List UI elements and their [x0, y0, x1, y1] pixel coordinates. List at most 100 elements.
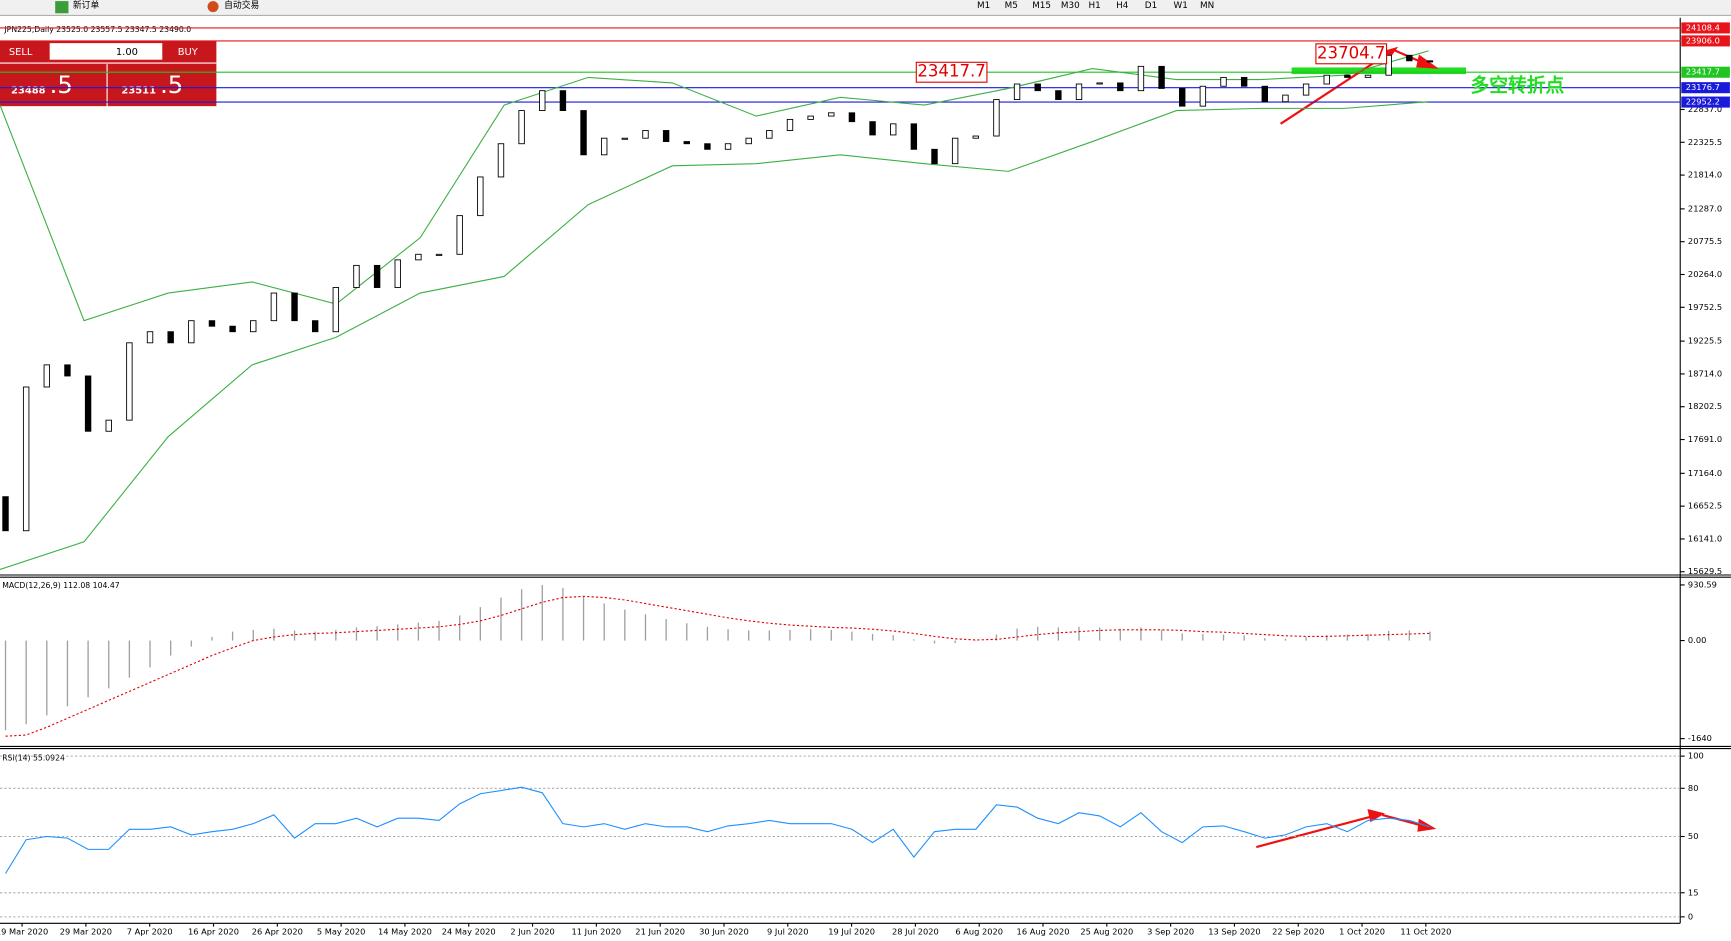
new-order-button[interactable]: 新订单 [73, 0, 100, 11]
y-tick-label: 17691.0 [1688, 434, 1722, 444]
price-level-label: 23906.0 [1686, 35, 1720, 45]
candle [229, 325, 236, 333]
candle [621, 137, 629, 140]
candle [642, 130, 649, 139]
candle [848, 112, 856, 123]
sell-button[interactable]: SELL [9, 47, 33, 58]
x-tick-label: 9 Jul 2020 [767, 927, 808, 937]
candle [64, 364, 71, 377]
pivot-zone [1291, 67, 1467, 75]
auto-trading-button[interactable]: 自动交易 [224, 0, 259, 11]
price-annotation: 23704.7 [1317, 43, 1385, 62]
pivot-note: 多空转折点 [1470, 74, 1564, 97]
chart-header: JPN225,Daily 23525.0 23557.5 23347.5 234… [3, 25, 191, 34]
rsi-title: RSI(14) 55.0924 [2, 754, 65, 763]
x-tick-label: 14 May 2020 [378, 927, 432, 937]
x-tick-label: 1 Oct 2020 [1339, 927, 1385, 937]
timeframe-button[interactable]: MN [1200, 1, 1214, 11]
x-tick-label: 7 Apr 2020 [127, 927, 173, 937]
candle [518, 110, 525, 145]
candle [415, 253, 422, 261]
x-tick-label: 29 Mar 2020 [60, 927, 112, 937]
candle [353, 264, 360, 288]
buy-price[interactable]: 23511 [121, 86, 156, 97]
candle [477, 176, 484, 217]
candle [1034, 83, 1041, 92]
candle [1117, 82, 1124, 92]
timeframe-button[interactable]: H4 [1116, 1, 1129, 11]
timeframe-button[interactable]: W1 [1174, 1, 1188, 11]
buy-price-fraction[interactable]: .5 [160, 70, 183, 99]
timeframe-button[interactable]: M30 [1061, 1, 1080, 11]
candle [1302, 83, 1310, 96]
lot-input[interactable] [49, 43, 163, 60]
x-tick-label: 26 Apr 2020 [252, 927, 303, 937]
candle [1261, 85, 1269, 103]
x-tick-label: 16 Aug 2020 [1017, 927, 1070, 937]
price-level-tag [1681, 82, 1730, 94]
candle [1220, 76, 1227, 87]
price-level-tag [1681, 35, 1730, 47]
x-tick-label: 19 Jul 2020 [828, 927, 875, 937]
x-tick-label: 3 Sep 2020 [1147, 927, 1194, 937]
y-tick-label: 16652.5 [1688, 501, 1722, 511]
timeframe-button[interactable]: M15 [1032, 1, 1051, 11]
candle [580, 110, 587, 156]
candle [1426, 60, 1434, 63]
price-level-label: 22952.2 [1686, 97, 1720, 107]
x-tick-label: 16 Apr 2020 [188, 927, 239, 937]
buy-button[interactable]: BUY [178, 47, 199, 58]
candle [84, 375, 92, 432]
candle [188, 320, 195, 344]
candle [745, 137, 752, 145]
candle [539, 90, 546, 112]
candle [1158, 65, 1165, 89]
y-tick-label: 0 [1688, 911, 1693, 921]
candle [250, 320, 257, 333]
y-tick-label: 18714.0 [1688, 368, 1722, 378]
y-tick-label: 17164.0 [1688, 468, 1722, 478]
timeframe-button[interactable]: M1 [977, 1, 990, 11]
candle [1344, 74, 1351, 78]
candle [1323, 74, 1330, 85]
y-tick-label: 19752.5 [1688, 302, 1722, 312]
timeframe-button[interactable]: D1 [1145, 1, 1157, 11]
y-tick-label: 20264.0 [1688, 269, 1722, 279]
y-tick-label: 100 [1688, 751, 1704, 761]
candle [126, 342, 133, 421]
lot-value[interactable]: 1.00 [116, 47, 138, 58]
y-tick-label: 80 [1688, 783, 1699, 793]
candle [373, 264, 381, 288]
candle [270, 292, 278, 322]
timeframe-button[interactable]: H1 [1088, 1, 1100, 11]
x-tick-label: 19 Mar 2020 [0, 927, 48, 937]
toolbar [0, 0, 1731, 16]
x-tick-label: 5 May 2020 [317, 927, 366, 937]
price-annotation-box [915, 61, 988, 83]
y-tick-label: 16141.0 [1688, 533, 1722, 543]
y-tick-label: 22325.5 [1688, 137, 1722, 147]
candle [869, 121, 876, 136]
y-tick-label: 15 [1688, 887, 1699, 897]
price-level-label: 23176.7 [1686, 82, 1720, 92]
new-order-icon[interactable] [55, 1, 69, 14]
sell-price[interactable]: 23488 [11, 86, 46, 97]
timeframes: M1 M5 M15 M30 H1 H4 D1 W1 MN [977, 1, 1214, 11]
auto-trading-icon[interactable] [207, 1, 219, 13]
price-annotation: 23417.7 [917, 62, 985, 81]
macd-signal [5, 595, 1430, 737]
price-level-label: 24108.4 [1686, 22, 1720, 32]
y-tick-label: 19225.5 [1688, 336, 1722, 346]
candle [724, 143, 732, 150]
sell-price-fraction[interactable]: .5 [50, 70, 73, 99]
candle [828, 112, 835, 117]
x-tick-label: 2 Jun 2020 [510, 927, 554, 937]
candle [394, 259, 401, 288]
candle [2, 496, 9, 532]
x-tick-label: 24 May 2020 [442, 927, 496, 937]
y-tick-label: 0.00 [1688, 635, 1706, 645]
candle [1013, 83, 1021, 100]
candle [1096, 82, 1103, 85]
timeframe-button[interactable]: M5 [1005, 1, 1018, 11]
